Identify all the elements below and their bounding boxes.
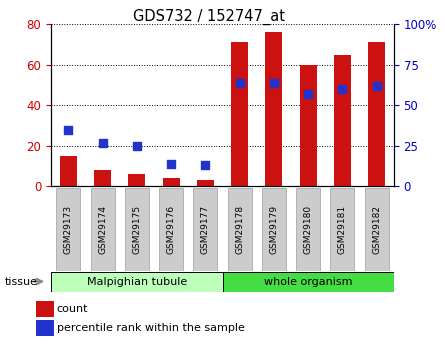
FancyBboxPatch shape (194, 188, 217, 271)
FancyBboxPatch shape (125, 188, 149, 271)
FancyBboxPatch shape (228, 188, 251, 271)
Bar (36, 320, 54, 336)
Text: Malpighian tubule: Malpighian tubule (87, 277, 187, 286)
Text: GSM29182: GSM29182 (372, 205, 381, 254)
FancyBboxPatch shape (296, 188, 320, 271)
Point (339, 86, 346, 92)
FancyBboxPatch shape (91, 188, 114, 271)
Text: GSM29174: GSM29174 (98, 205, 107, 254)
Text: GSM29181: GSM29181 (338, 205, 347, 254)
Text: GSM29180: GSM29180 (303, 205, 313, 254)
Text: GDS732 / 152747_at: GDS732 / 152747_at (133, 9, 285, 25)
Text: GSM29175: GSM29175 (132, 205, 142, 254)
Bar (36, 301, 54, 317)
Text: GSM29173: GSM29173 (64, 205, 73, 254)
Point (202, 162, 209, 168)
Point (134, 143, 141, 148)
Bar (197, 180, 214, 186)
Text: GSM29178: GSM29178 (235, 205, 244, 254)
Bar (299, 65, 317, 186)
Text: whole organism: whole organism (264, 277, 352, 286)
FancyBboxPatch shape (159, 188, 183, 271)
Bar (162, 178, 180, 186)
FancyBboxPatch shape (51, 272, 223, 292)
FancyBboxPatch shape (262, 188, 286, 271)
Point (65, 127, 72, 132)
Point (168, 161, 175, 166)
Text: count: count (57, 304, 88, 314)
Point (373, 83, 380, 89)
Bar (368, 42, 385, 186)
Text: GSM29177: GSM29177 (201, 205, 210, 254)
FancyBboxPatch shape (222, 272, 394, 292)
Bar (265, 32, 283, 186)
Bar (60, 156, 77, 186)
Bar (334, 55, 351, 186)
Text: percentile rank within the sample: percentile rank within the sample (57, 323, 245, 333)
Bar (94, 170, 111, 186)
Point (305, 91, 312, 97)
Text: GSM29179: GSM29179 (269, 205, 279, 254)
Bar (128, 174, 146, 186)
Point (99, 140, 106, 145)
Text: GSM29176: GSM29176 (166, 205, 176, 254)
FancyBboxPatch shape (331, 188, 354, 271)
FancyBboxPatch shape (365, 188, 388, 271)
Point (236, 80, 243, 85)
Bar (231, 42, 248, 186)
Text: tissue: tissue (4, 277, 37, 286)
Point (271, 80, 278, 85)
FancyBboxPatch shape (57, 188, 80, 271)
